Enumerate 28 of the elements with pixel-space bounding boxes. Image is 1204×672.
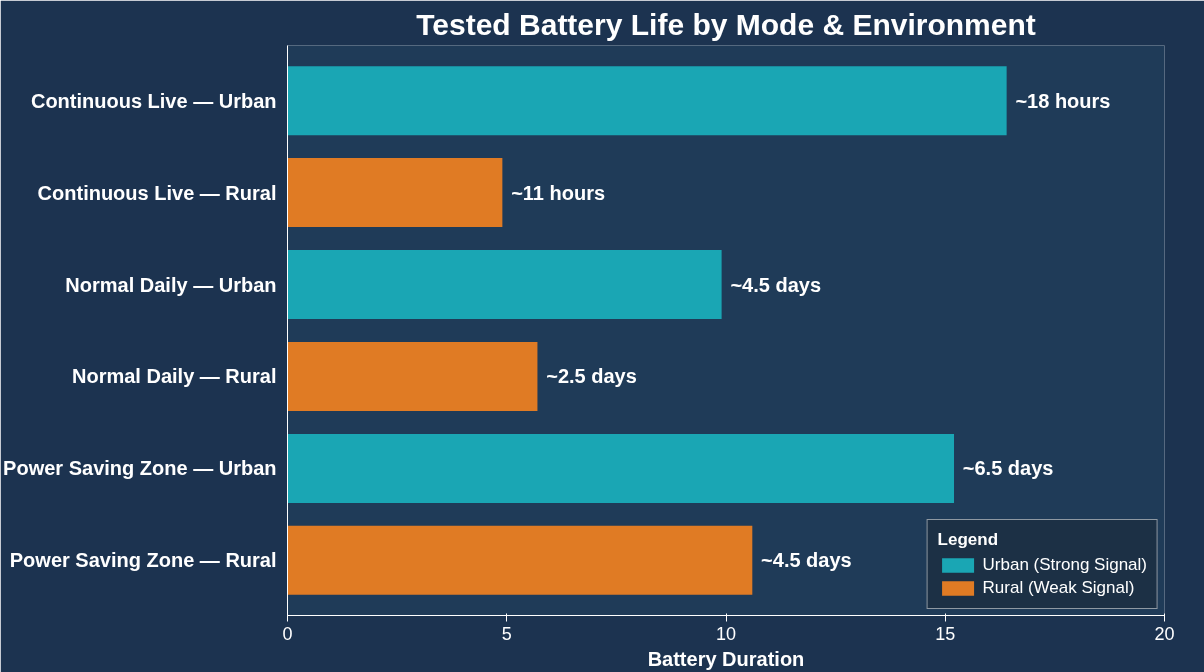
annotation: ~6.5 days bbox=[962, 457, 1054, 480]
y-tick-label: Normal Daily — Urban bbox=[65, 273, 277, 296]
bar bbox=[287, 433, 955, 503]
x-tick-label: 20 bbox=[1154, 623, 1175, 644]
x-tick-label: 0 bbox=[282, 623, 293, 644]
annotation: ~2.5 days bbox=[546, 365, 637, 388]
bar bbox=[287, 341, 538, 411]
x-tick-label: 15 bbox=[935, 623, 956, 644]
y-tick-label: Power Saving Zone — Urban bbox=[3, 457, 277, 480]
legend-label: Urban (Strong Signal) bbox=[982, 555, 1147, 575]
annotation: ~4.5 days bbox=[730, 273, 822, 296]
bar bbox=[287, 66, 1007, 136]
legend-label: Rural (Weak Signal) bbox=[982, 578, 1135, 598]
y-tick-label: Continuous Live — Rural bbox=[37, 181, 277, 204]
y-tick-label: Normal Daily — Rural bbox=[72, 365, 277, 388]
x-tick-label: 5 bbox=[501, 623, 512, 644]
x-axis-title: Battery Duration bbox=[647, 647, 805, 670]
y-tick-label: Power Saving Zone — Rural bbox=[9, 549, 277, 572]
bar bbox=[287, 250, 722, 320]
x-tick-label: 10 bbox=[715, 623, 737, 644]
legend-title: Legend bbox=[937, 530, 1000, 550]
bar bbox=[287, 158, 503, 228]
bar bbox=[287, 525, 753, 595]
annotation: ~18 hours bbox=[1015, 89, 1111, 112]
chart-title: Tested Battery Life by Mode & Environment bbox=[416, 7, 1036, 41]
annotation: ~11 hours bbox=[511, 181, 606, 204]
annotation: ~4.5 days bbox=[761, 549, 852, 572]
y-tick-label: Continuous Live — Urban bbox=[30, 89, 277, 112]
